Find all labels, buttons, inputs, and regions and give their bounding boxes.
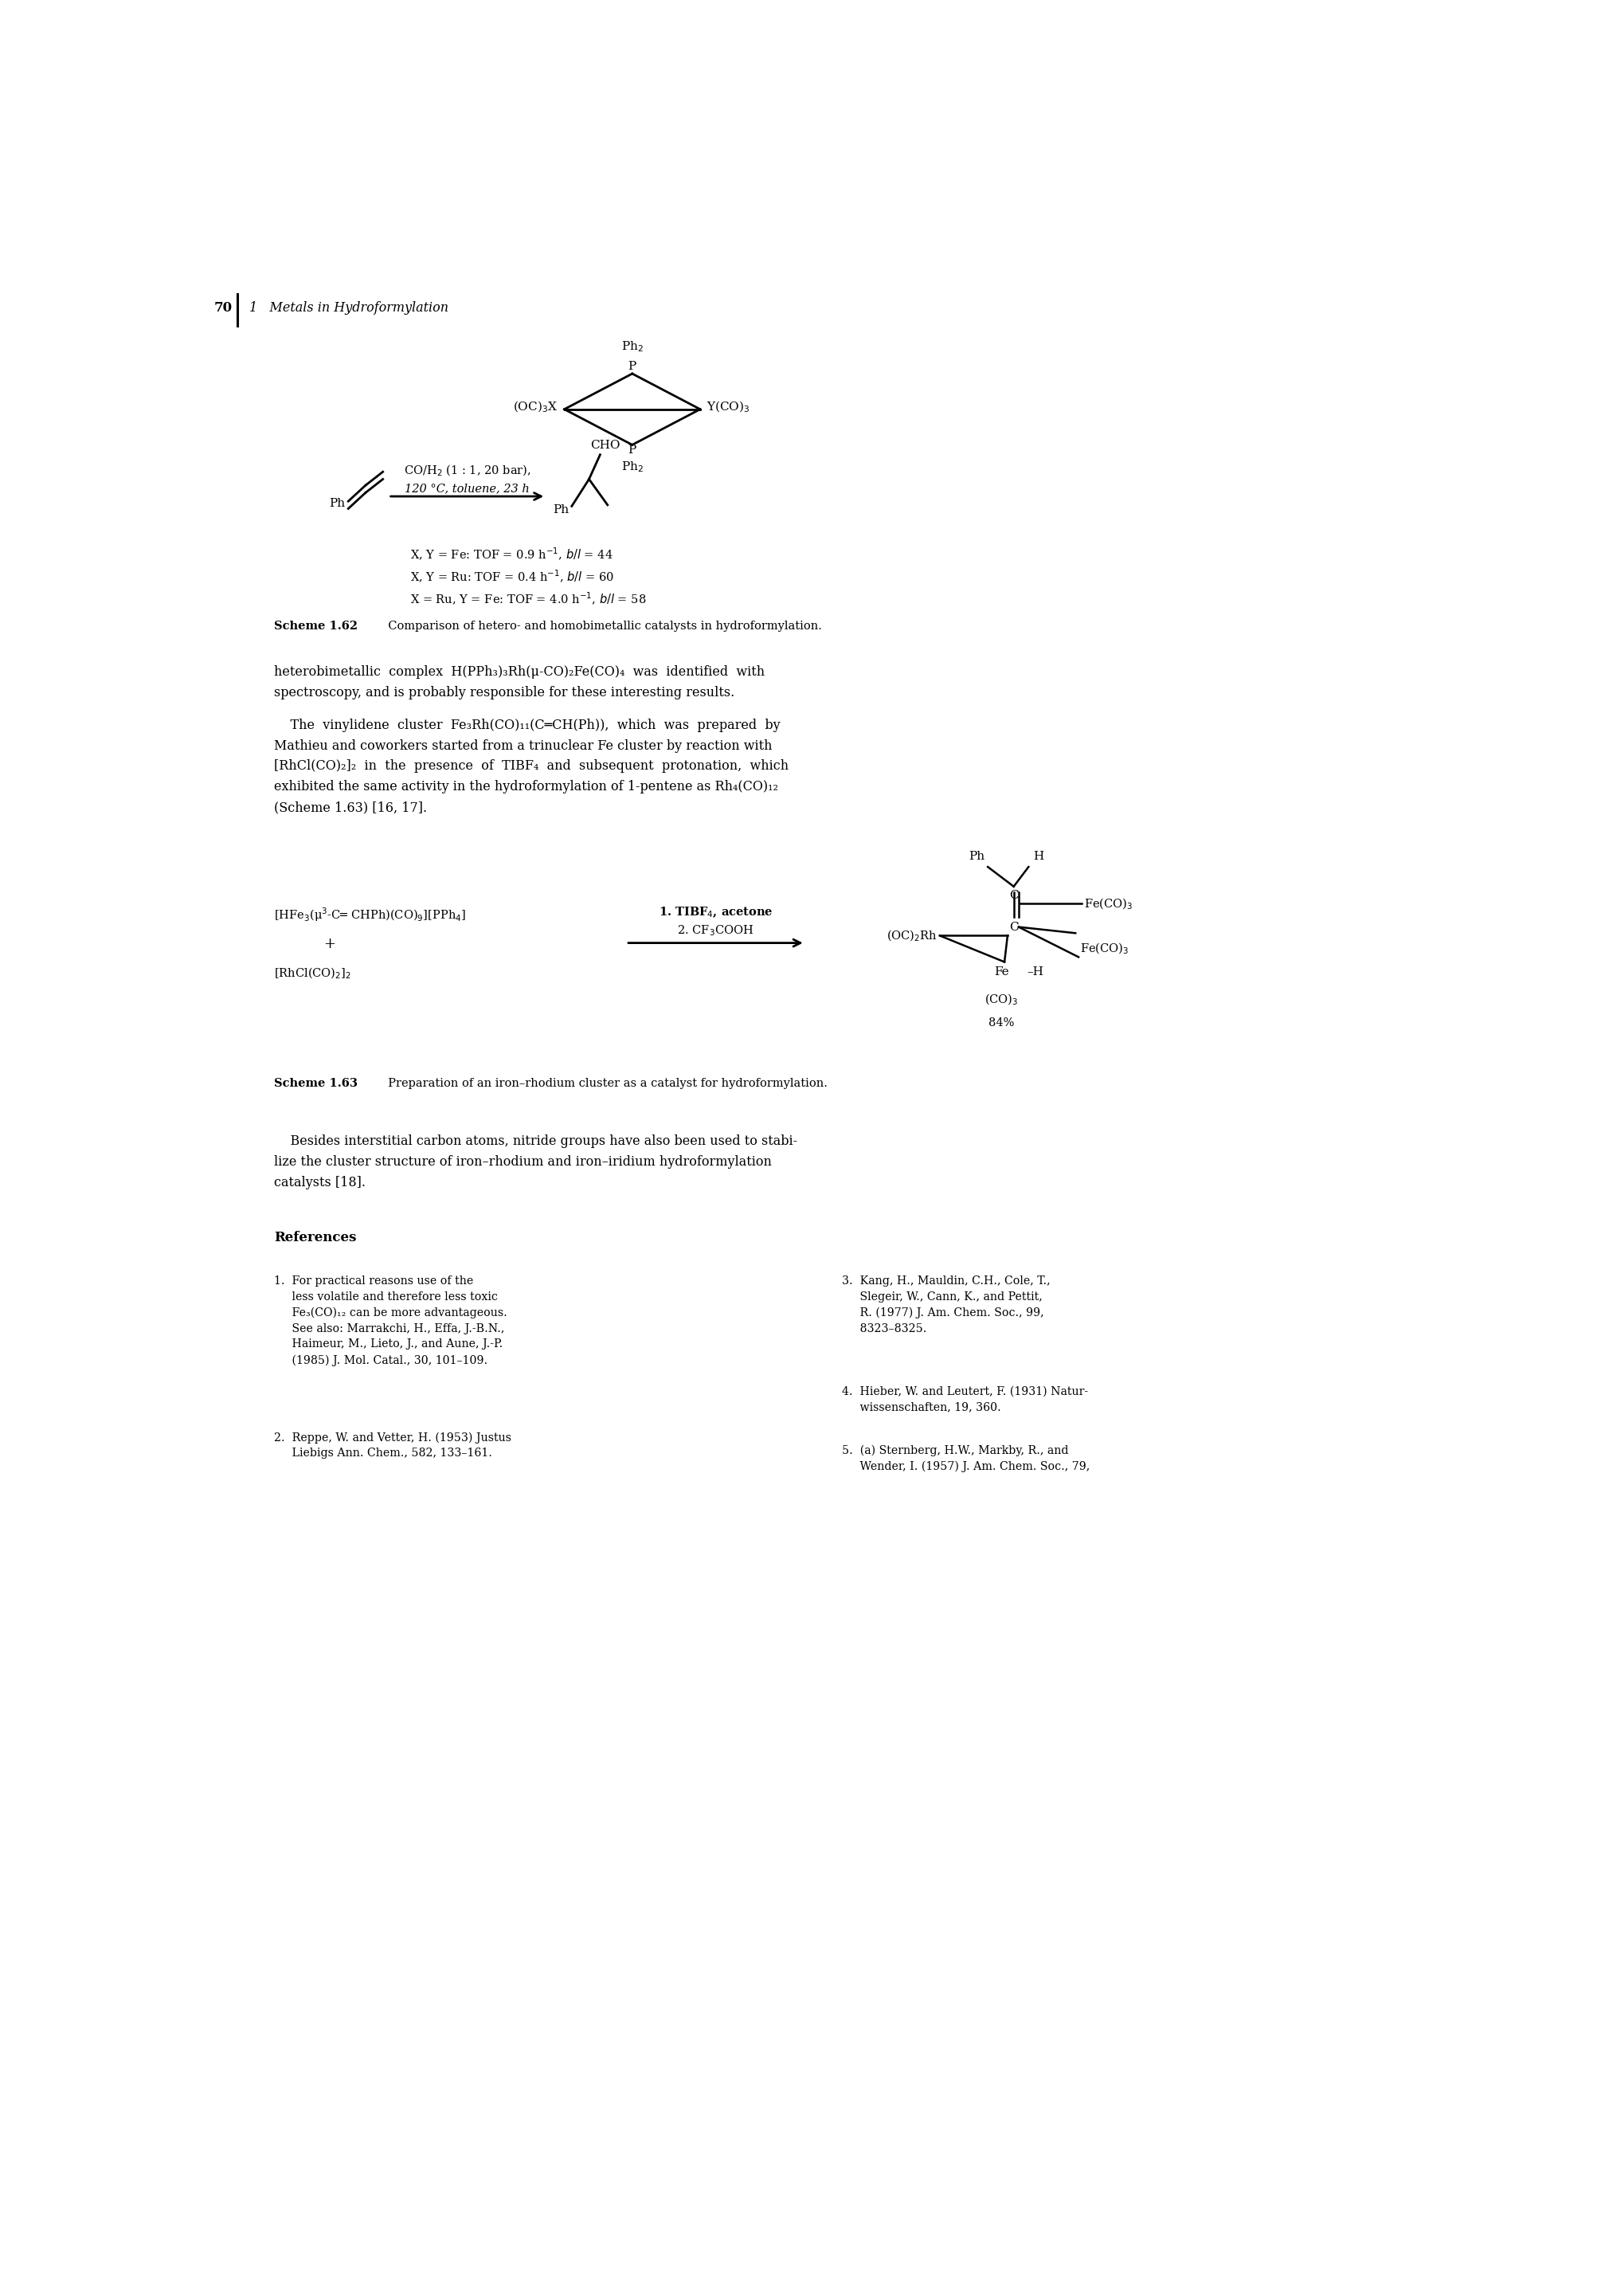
Text: C: C <box>1009 891 1018 902</box>
Text: 2. CF$_3$COOH: 2. CF$_3$COOH <box>677 923 754 939</box>
Text: Comparison of hetero- and homobimetallic catalysts in hydroformylation.: Comparison of hetero- and homobimetallic… <box>381 620 821 631</box>
Text: X, Y = Ru: TOF = 0.4 h$^{-1}$, $b/l$ = 60: X, Y = Ru: TOF = 0.4 h$^{-1}$, $b/l$ = 6… <box>410 569 615 585</box>
Text: (CO)$_3$: (CO)$_3$ <box>985 992 1018 1008</box>
Text: Ph: Ph <box>969 852 985 861</box>
Text: CHO: CHO <box>591 441 620 450</box>
Text: Preparation of an iron–rhodium cluster as a catalyst for hydroformylation.: Preparation of an iron–rhodium cluster a… <box>381 1077 828 1088</box>
Text: 84%: 84% <box>988 1017 1015 1029</box>
Text: –H: –H <box>1028 967 1044 978</box>
Text: 3.  Kang, H., Mauldin, C.H., Cole, T.,
     Slegeir, W., Cann, K., and Pettit,
 : 3. Kang, H., Mauldin, C.H., Cole, T., Sl… <box>842 1274 1050 1334</box>
Text: 2.  Reppe, W. and Vetter, H. (1953) Justus
     Liebigs Ann. Chem., 582, 133–161: 2. Reppe, W. and Vetter, H. (1953) Justu… <box>274 1433 512 1458</box>
Text: Ph: Ph <box>554 505 570 514</box>
Text: Fe(CO)$_3$: Fe(CO)$_3$ <box>1084 895 1134 912</box>
Text: X = Ru, Y = Fe: TOF = 4.0 h$^{-1}$, $b/l$ = 58: X = Ru, Y = Fe: TOF = 4.0 h$^{-1}$, $b/l… <box>410 590 647 606</box>
Text: [RhCl(CO)$_2$]$_2$: [RhCl(CO)$_2$]$_2$ <box>274 967 352 980</box>
Text: Y(CO)$_3$: Y(CO)$_3$ <box>706 400 749 413</box>
Text: Scheme 1.62: Scheme 1.62 <box>274 620 359 631</box>
Text: Ph: Ph <box>330 498 346 510</box>
Text: +: + <box>323 937 336 951</box>
Text: P: P <box>628 360 636 372</box>
Text: X, Y = Fe: TOF = 0.9 h$^{-1}$, $b/l$ = 44: X, Y = Fe: TOF = 0.9 h$^{-1}$, $b/l$ = 4… <box>410 546 613 563</box>
Text: H: H <box>1033 852 1044 861</box>
Text: (OC)$_2$Rh: (OC)$_2$Rh <box>887 928 937 944</box>
Text: heterobimetallic  complex  H(PPh₃)₃Rh(μ-CO)₂Fe(CO)₄  was  identified  with
spect: heterobimetallic complex H(PPh₃)₃Rh(μ-CO… <box>274 666 765 700</box>
Text: Besides interstitial carbon atoms, nitride groups have also been used to stabi-
: Besides interstitial carbon atoms, nitri… <box>274 1134 797 1189</box>
Text: C: C <box>1009 923 1018 932</box>
Text: 1.  For practical reasons use of the
     less volatile and therefore less toxic: 1. For practical reasons use of the less… <box>274 1274 508 1366</box>
Text: 120 °C, toluene, 23 h: 120 °C, toluene, 23 h <box>405 482 530 494</box>
Text: Fe: Fe <box>994 967 1009 978</box>
Text: 1. TIBF$_4$, acetone: 1. TIBF$_4$, acetone <box>658 905 773 921</box>
Text: 70: 70 <box>215 301 232 315</box>
Text: [HFe$_3$(μ$^3$-C═ CHPh)(CO)$_9$][PPh$_4$]: [HFe$_3$(μ$^3$-C═ CHPh)(CO)$_9$][PPh$_4$… <box>274 907 466 923</box>
Text: CO/H$_2$ (1 : 1, 20 bar),: CO/H$_2$ (1 : 1, 20 bar), <box>403 464 532 478</box>
Text: (OC)$_3$X: (OC)$_3$X <box>514 400 559 413</box>
Text: The  vinylidene  cluster  Fe₃Rh(CO)₁₁(C═CH(Ph)),  which  was  prepared  by
Mathi: The vinylidene cluster Fe₃Rh(CO)₁₁(C═CH(… <box>274 719 789 815</box>
Text: 5.  (a) Sternberg, H.W., Markby, R., and
     Wender, I. (1957) J. Am. Chem. Soc: 5. (a) Sternberg, H.W., Markby, R., and … <box>842 1444 1090 1472</box>
Text: Fe(CO)$_3$: Fe(CO)$_3$ <box>1081 941 1129 957</box>
Text: P: P <box>628 445 636 457</box>
Text: Ph$_2$: Ph$_2$ <box>621 340 644 354</box>
Text: Ph$_2$: Ph$_2$ <box>621 459 644 473</box>
Text: References: References <box>274 1231 357 1244</box>
Text: Scheme 1.63: Scheme 1.63 <box>274 1077 359 1088</box>
Text: 4.  Hieber, W. and Leutert, F. (1931) Natur-
     wissenschaften, 19, 360.: 4. Hieber, W. and Leutert, F. (1931) Nat… <box>842 1387 1089 1412</box>
Text: 1   Metals in Hydroformylation: 1 Metals in Hydroformylation <box>250 301 448 315</box>
